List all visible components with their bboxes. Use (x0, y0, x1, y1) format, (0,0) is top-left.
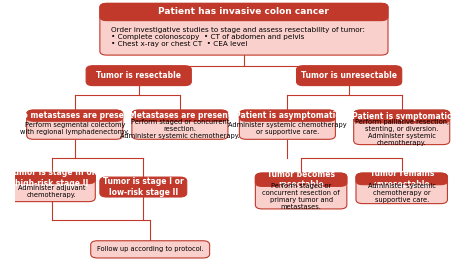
FancyBboxPatch shape (27, 110, 123, 139)
Text: Perform segmental colectomy
with regional lymphadenectomy.: Perform segmental colectomy with regiona… (20, 122, 129, 135)
Text: Patient is symptomatic: Patient is symptomatic (352, 112, 452, 121)
Text: Tumor is stage III or
high-risk stage II: Tumor is stage III or high-risk stage II (9, 168, 95, 188)
Text: Perform staged or concurrent
resection.
Administer systemic chemotherapy.: Perform staged or concurrent resection. … (120, 119, 240, 139)
Text: Tumor is resectable: Tumor is resectable (96, 71, 181, 80)
FancyBboxPatch shape (91, 241, 210, 258)
Text: Tumor becomes
resectable: Tumor becomes resectable (267, 170, 335, 189)
Text: Patient has invasive colon cancer: Patient has invasive colon cancer (158, 8, 329, 17)
FancyBboxPatch shape (354, 110, 450, 145)
Text: Order investigative studies to stage and assess resectability of tumor:
• Comple: Order investigative studies to stage and… (111, 27, 365, 47)
Text: Tumor is unresectable: Tumor is unresectable (301, 71, 397, 80)
FancyBboxPatch shape (9, 172, 95, 202)
FancyBboxPatch shape (255, 173, 347, 209)
FancyBboxPatch shape (356, 173, 447, 204)
Text: No metastases are present: No metastases are present (16, 111, 133, 120)
FancyBboxPatch shape (100, 177, 187, 197)
Text: Patient is asymptomatic: Patient is asymptomatic (235, 111, 340, 120)
FancyBboxPatch shape (100, 3, 388, 21)
FancyBboxPatch shape (27, 110, 123, 121)
Text: Administer adjuvant
chemotherapy.: Administer adjuvant chemotherapy. (18, 185, 86, 198)
FancyBboxPatch shape (239, 110, 336, 121)
FancyBboxPatch shape (132, 110, 228, 139)
Text: Follow up according to protocol.: Follow up according to protocol. (97, 246, 203, 252)
FancyBboxPatch shape (255, 173, 347, 186)
Text: Perform palliative resection,
stenting, or diversion.
Administer systemic
chemot: Perform palliative resection, stenting, … (355, 119, 449, 146)
Text: Metastases are present: Metastases are present (129, 111, 231, 120)
Text: Tumor remains
unresectable: Tumor remains unresectable (370, 169, 434, 189)
Text: Tumor is stage I or
low-risk stage II: Tumor is stage I or low-risk stage II (103, 177, 184, 197)
Text: Perform staged or
concurrent resection of
primary tumor and
metastases.: Perform staged or concurrent resection o… (262, 183, 340, 210)
FancyBboxPatch shape (86, 66, 191, 85)
FancyBboxPatch shape (100, 3, 388, 55)
Text: Administer systemic
chemotherapy or
supportive care.: Administer systemic chemotherapy or supp… (368, 183, 436, 203)
Text: Administer systemic chemotherapy
or supportive care.: Administer systemic chemotherapy or supp… (228, 122, 346, 135)
FancyBboxPatch shape (239, 110, 336, 139)
FancyBboxPatch shape (356, 173, 447, 185)
FancyBboxPatch shape (132, 110, 228, 121)
FancyBboxPatch shape (354, 110, 450, 123)
FancyBboxPatch shape (297, 66, 402, 85)
FancyBboxPatch shape (9, 172, 95, 184)
